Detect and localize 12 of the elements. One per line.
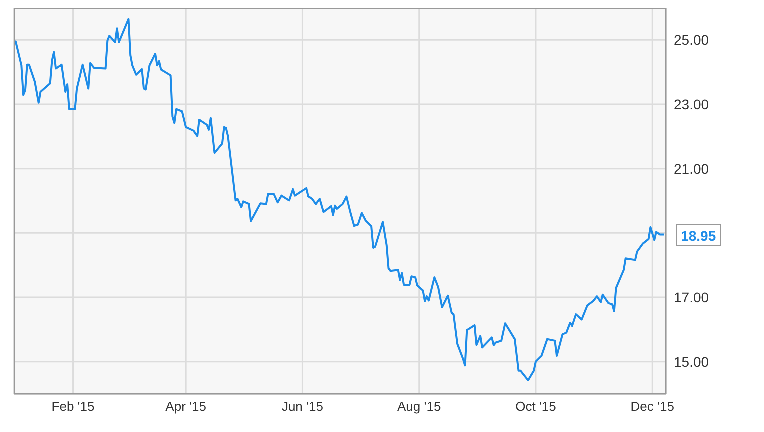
x-tick-label: Apr '15 <box>166 399 206 414</box>
y-tick-label: 21.00 <box>674 160 710 177</box>
x-tick-label: Aug '15 <box>398 399 442 414</box>
y-tick-label: 23.00 <box>674 96 710 112</box>
x-tick-label: Dec '15 <box>630 399 674 414</box>
x-tick-label: Oct '15 <box>516 399 556 414</box>
x-tick-label: Jun '15 <box>282 399 324 414</box>
y-tick-label: 15.00 <box>674 354 710 370</box>
y-tick-label: 25.00 <box>674 32 710 48</box>
x-tick-label: Feb '15 <box>52 399 95 414</box>
annotation: 18.95 <box>681 228 716 244</box>
y-tick-label: 17.00 <box>674 289 710 306</box>
